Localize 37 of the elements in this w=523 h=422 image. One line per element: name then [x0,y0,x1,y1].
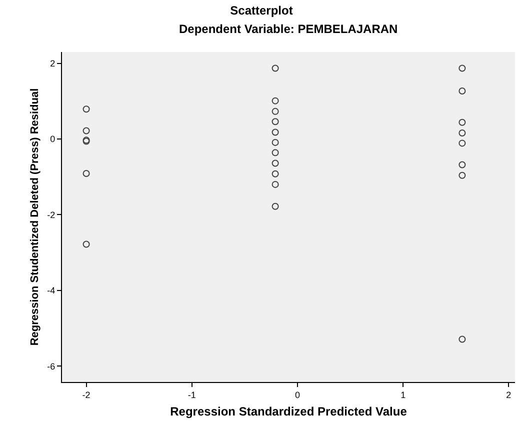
point [458,172,466,179]
y-tick-label: 2 [50,58,56,68]
point [82,127,90,134]
point [272,118,279,126]
point [272,149,279,156]
point [82,170,90,177]
point [272,170,279,178]
point [272,138,279,146]
point [458,336,466,343]
point [458,64,466,72]
point [272,108,279,115]
y-tick-label: 0 [50,134,56,144]
point [458,140,466,147]
chart-title: Scatterplot [230,4,293,18]
x-tick-label: 1 [400,390,406,400]
point [272,97,279,104]
point [82,240,90,248]
point [82,106,90,113]
point [272,128,279,136]
point [272,180,279,188]
point [458,118,466,126]
y-axis-title: Regression Studentized Deleted (Press) Residual [28,88,41,346]
x-tick-label: 0 [294,390,300,400]
point [272,160,279,167]
point [272,202,279,210]
point [458,87,466,94]
x-tick-label: -2 [82,390,90,400]
chart-subtitle: Dependent Variable: PEMBELAJARAN [179,22,398,36]
x-tick-label: -1 [188,390,196,400]
y-tick-label: -4 [47,286,56,296]
point [272,64,279,72]
x-tick-label: 2 [506,390,512,400]
point [458,129,466,136]
point [458,161,466,168]
y-tick-label: -6 [47,361,56,372]
x-axis-title: Regression Standardized Predicted Value [170,404,408,419]
y-tick-label: -2 [47,210,56,220]
